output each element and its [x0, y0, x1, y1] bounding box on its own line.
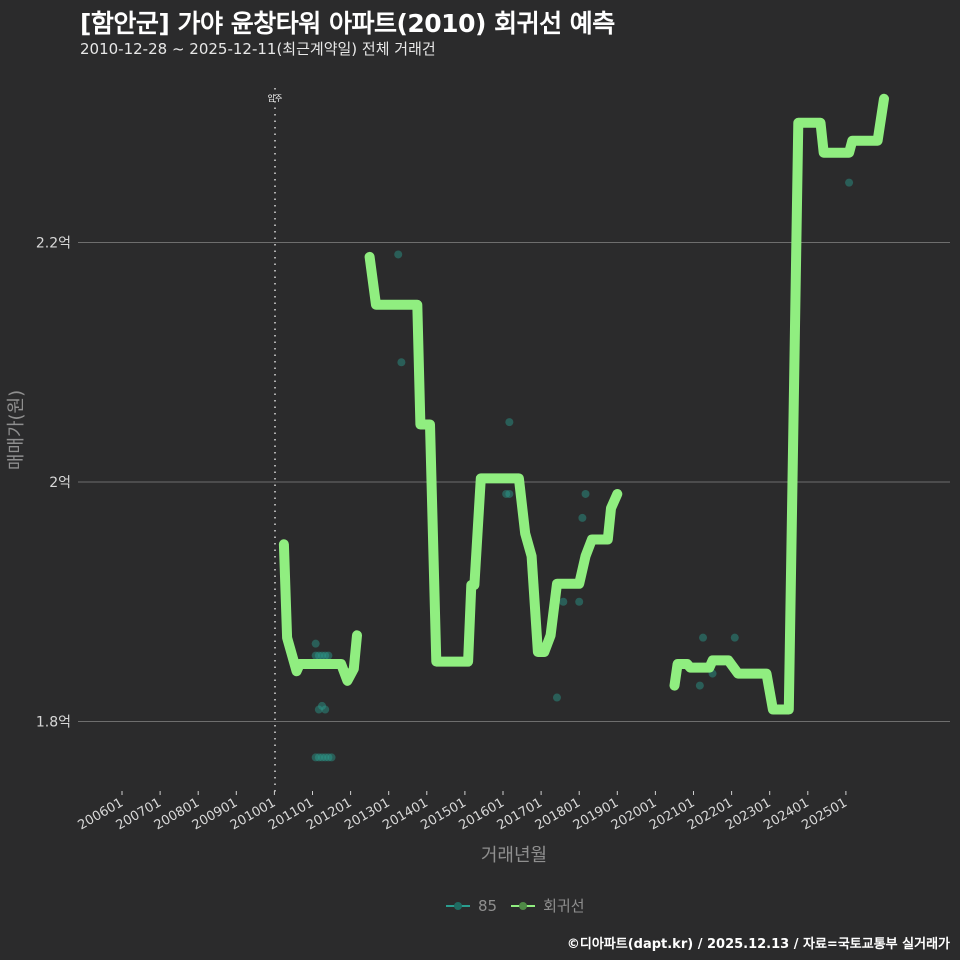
- data-point: [845, 178, 854, 187]
- data-point: [311, 651, 320, 660]
- data-point: [327, 753, 336, 762]
- data-point: [581, 489, 590, 498]
- regression-segment: [669, 93, 889, 715]
- chart-subtitle: 2010-12-28 ~ 2025-12-11(최근계약일) 전체 거래건: [80, 40, 436, 58]
- data-point: [318, 753, 327, 762]
- legend-item-85[interactable]: 85: [446, 896, 497, 916]
- y-tick-label: 2억: [49, 475, 71, 491]
- chart-title: [함안군] 가야 윤창타워 아파트(2010) 회귀선 예측: [80, 9, 615, 38]
- data-point: [324, 651, 333, 660]
- data-point: [502, 489, 511, 498]
- move-in-label: 입주: [268, 94, 283, 103]
- data-point: [394, 250, 403, 259]
- legend-key-85-icon: [446, 896, 470, 916]
- data-point: [314, 651, 323, 660]
- y-tick-label: 1.8억: [36, 715, 71, 731]
- data-point: [321, 651, 330, 660]
- data-point: [578, 513, 587, 522]
- y-tick-label: 2.2억: [36, 236, 71, 252]
- regression-segment: [278, 539, 362, 686]
- data-point: [699, 633, 708, 642]
- legend-key-regression-icon: [511, 896, 536, 916]
- source-credit: ©디아파트(dapt.kr) / 2025.12.13 / 자료=국토교통부 실…: [566, 937, 950, 952]
- regression-segment: [364, 251, 623, 667]
- data-point: [321, 753, 330, 762]
- y-axis-title: 매매가(원): [6, 390, 27, 470]
- data-point: [397, 358, 406, 367]
- data-point: [311, 753, 320, 762]
- x-axis: 2006012007012008012009012010012011012012…: [76, 791, 850, 833]
- data-point: [318, 651, 327, 660]
- data-point: [730, 633, 739, 642]
- data-point: [695, 681, 704, 690]
- scatter-points-85: [311, 118, 854, 762]
- data-point: [575, 597, 584, 606]
- data-point: [505, 418, 514, 427]
- move-in-marker: 입주: [268, 88, 283, 792]
- data-point: [559, 597, 568, 606]
- legend-item-regression[interactable]: 회귀선: [511, 895, 585, 916]
- data-point: [314, 705, 323, 714]
- regression-line: [278, 93, 889, 715]
- data-point: [311, 639, 320, 648]
- data-point: [321, 705, 330, 714]
- data-point: [324, 753, 333, 762]
- x-axis-title: 거래년월: [481, 845, 547, 866]
- legend-label-85: 85: [478, 896, 498, 915]
- legend-label-regression: 회귀선: [543, 897, 585, 915]
- data-point: [552, 693, 561, 702]
- legend: 85 회귀선: [446, 895, 591, 916]
- data-point: [505, 489, 514, 498]
- y-axis: 1.8억 2억 2.2억: [36, 236, 71, 731]
- data-point: [314, 753, 323, 762]
- data-point: [318, 701, 327, 710]
